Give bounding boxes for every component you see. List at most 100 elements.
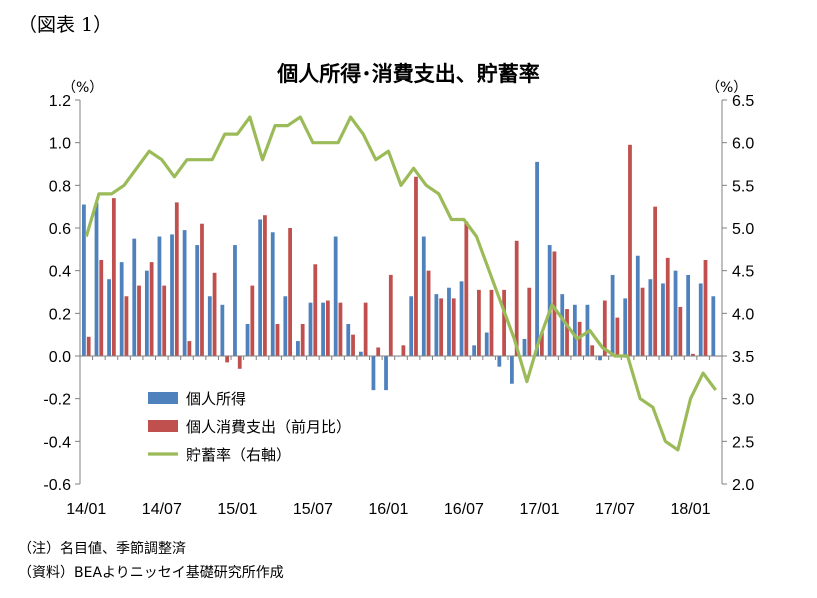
chart-title: 個人所得･消費支出、貯蓄率 [277,62,540,86]
income-bar [510,356,514,384]
income-bar [459,281,464,356]
right-tick-label: 4.5 [732,264,754,281]
left-axis-unit: （%） [62,80,104,96]
income-bar [547,245,552,356]
income-bar [182,230,187,356]
x-tick-label: 17/07 [595,501,635,518]
x-tick-label: 17/01 [519,501,559,518]
left-tick-label: 0.6 [49,221,71,238]
income-bar [157,236,162,356]
income-bar [711,296,716,356]
income-bar [245,324,250,356]
income-bar [207,296,212,356]
consumption-bar [111,198,116,356]
income-bar [447,287,451,356]
income-bar [635,255,640,356]
income-bar [346,324,351,356]
bar-series-group [82,144,720,391]
left-tick-label: 0.2 [49,306,71,323]
consumption-bar [552,251,557,356]
legend-swatch-consumption [148,420,178,432]
income-bar [698,283,703,356]
income-bar [270,232,275,356]
income-bar [497,356,502,367]
right-tick-label: 6.0 [732,136,754,153]
consumption-bar [464,221,469,356]
consumption-bar [653,206,658,356]
x-tick-label: 14/01 [66,501,106,518]
income-bar [233,245,237,356]
consumption-bar [539,332,544,356]
consumption-bar [313,264,318,356]
right-tick-label: 5.5 [732,178,754,195]
income-bar [522,338,527,356]
left-tick-label: -0.4 [43,434,71,451]
consumption-bar [250,285,255,356]
consumption-bar [86,336,91,356]
saving-rate-line [84,115,717,452]
consumption-bar [615,317,620,356]
consumption-bar [678,306,683,356]
income-bar [94,202,99,356]
consumption-bar [212,272,217,356]
consumption-bar [263,215,267,356]
consumption-bar [351,334,355,356]
note-line: （注）名目値、季節調整済 [18,541,186,557]
consumption-bar [703,260,708,356]
right-tick-label: 3.5 [732,349,754,366]
consumption-bar [602,300,607,356]
consumption-bar [275,324,280,356]
x-tick-label: 16/07 [444,501,484,518]
consumption-bar [665,257,670,356]
left-tick-label: -0.6 [43,477,71,494]
figure-label: （図表 1） [18,14,113,36]
consumption-bar [363,302,368,356]
income-bar [107,279,111,356]
x-tick-label: 16/01 [368,501,408,518]
consumption-bar [300,324,305,356]
income-bar [472,345,477,356]
left-tick-label: 0.0 [49,349,71,366]
income-bar [598,356,602,361]
right-tick-label: 2.0 [732,477,754,494]
income-bar [661,283,665,356]
left-tick-label: -0.2 [43,392,71,409]
income-bar [258,219,263,356]
right-tick-label: 4.0 [732,306,754,323]
income-bar [220,304,225,356]
consumption-bar [477,289,481,356]
consumption-bar [137,285,141,356]
right-axis-unit: （%） [706,80,748,96]
right-tick-label: 6.5 [732,93,754,110]
income-bar [384,356,388,391]
legend-swatch-income [148,392,178,404]
right-tick-label: 5.0 [732,221,754,238]
income-bar [132,238,137,356]
income-bar [648,279,653,356]
consumption-bar [414,176,418,356]
consumption-bar [439,298,444,356]
income-bar [409,296,414,356]
consumption-bar [288,228,292,356]
saving-rate-line-group [84,115,717,452]
consumption-bar [99,260,104,356]
consumption-bar [162,285,167,356]
income-bar [283,296,288,356]
consumption-bar [489,289,494,356]
left-tick-label: 0.4 [49,264,71,281]
income-bar [434,294,439,356]
legend-label: 個人所得 [186,390,246,408]
legend-label: 個人消費支出（前月比） [186,418,351,436]
income-bar [623,298,628,356]
income-bar [421,236,426,356]
consumption-bar [237,356,242,369]
consumption-bar [451,298,456,356]
x-tick-label: 18/01 [671,501,711,518]
income-bar [371,356,376,391]
consumption-bar [590,345,595,356]
income-bar [610,274,615,356]
x-tick-label: 15/07 [293,501,333,518]
consumption-bar [376,347,381,356]
